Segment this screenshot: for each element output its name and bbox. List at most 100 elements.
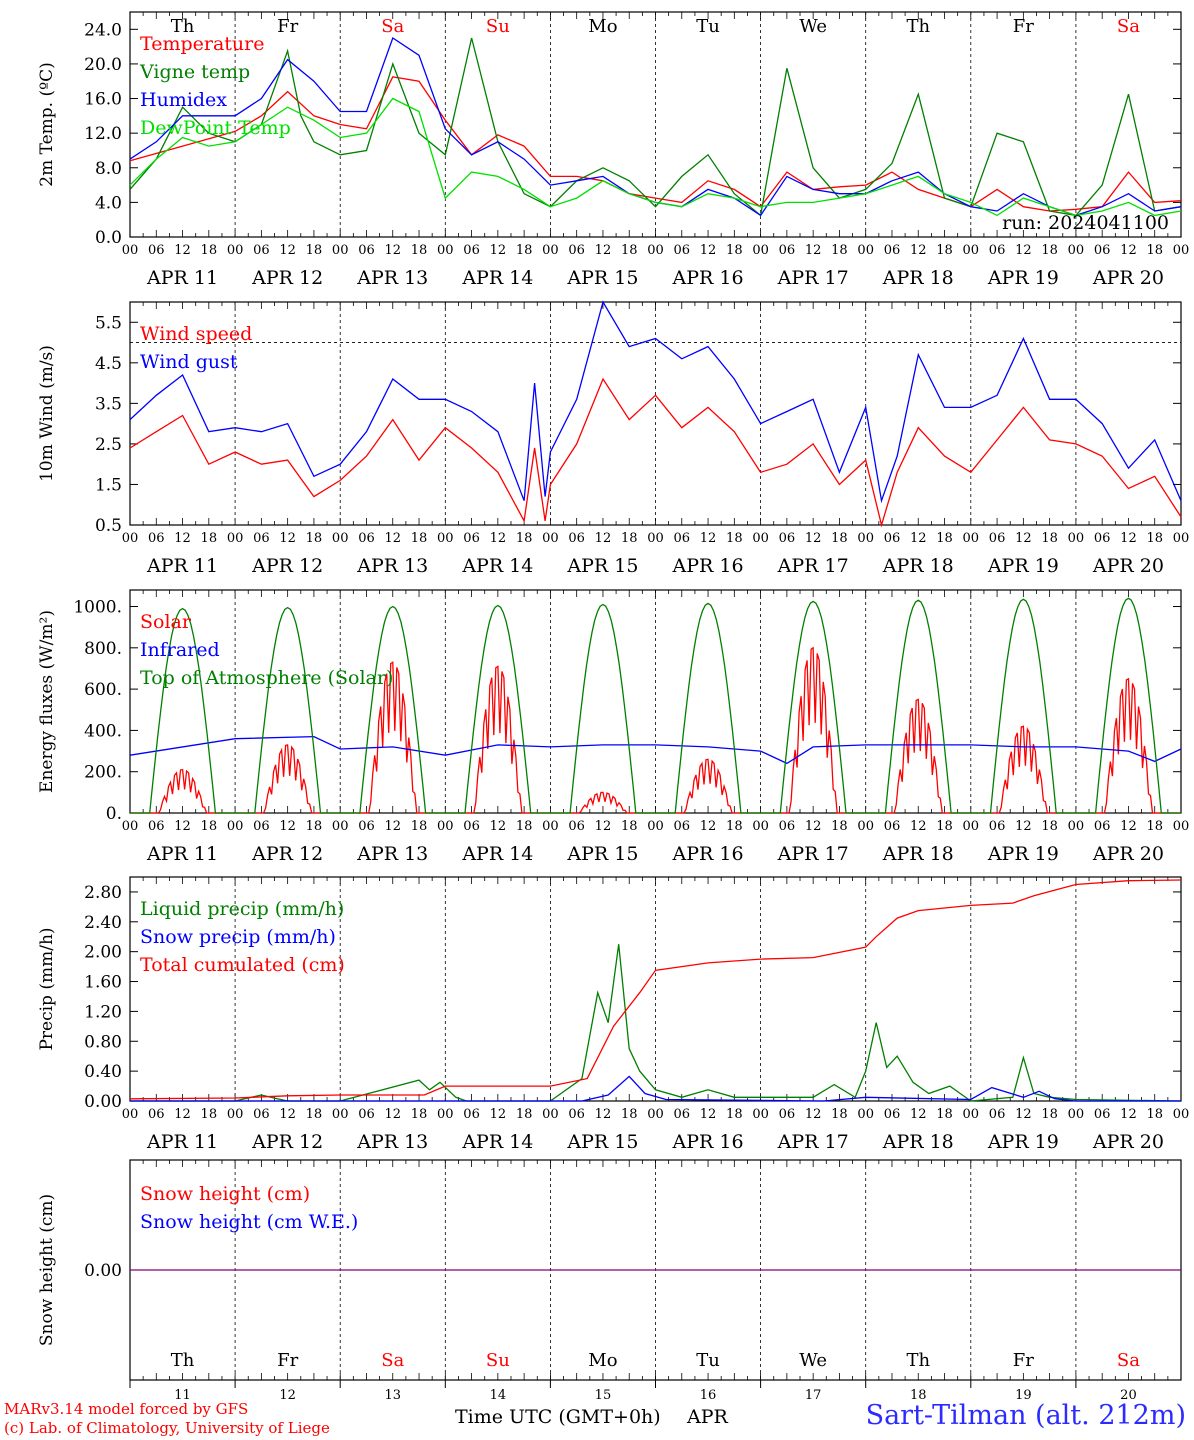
date-label: APR 16 xyxy=(672,1131,744,1153)
hour-tick-label: 12 xyxy=(805,243,822,258)
date-label: APR 15 xyxy=(566,267,638,289)
hour-tick-label: 12 xyxy=(384,819,401,834)
hour-tick-label: 00 xyxy=(857,1107,874,1122)
y-tick-label: 0.5 xyxy=(95,516,122,536)
hour-tick-label: 18 xyxy=(621,819,638,834)
station-name: Sart-Tilman (alt. 212m) xyxy=(865,1400,1186,1431)
legend-snow-precip-mm-h-: Snow precip (mm/h) xyxy=(140,926,336,948)
hour-tick-label: 06 xyxy=(1094,1107,1111,1122)
series-line-wind-gust xyxy=(129,300,1182,504)
weekday-label: Mo xyxy=(588,16,617,37)
date-label: APR 16 xyxy=(672,555,744,577)
series-line-liquid-precip-mm-h- xyxy=(130,944,1182,1102)
hour-tick-label: 18 xyxy=(1146,819,1163,834)
date-label: APR 19 xyxy=(987,843,1059,865)
lab-credit: (c) Lab. of Climatology, University of L… xyxy=(4,1419,330,1437)
hour-tick-label: 18 xyxy=(831,1107,848,1122)
hour-tick-label: 00 xyxy=(1173,243,1190,258)
hour-tick-label: 18 xyxy=(1146,243,1163,258)
weekday-label: Th xyxy=(171,1350,195,1371)
date-label: APR 17 xyxy=(777,267,849,289)
hour-tick-label: 06 xyxy=(568,531,585,546)
hour-tick-label: 00 xyxy=(752,243,769,258)
weekday-label: Fr xyxy=(1013,16,1034,37)
hour-tick-label: 00 xyxy=(1068,243,1085,258)
hour-tick-label: 06 xyxy=(568,1107,585,1122)
weekday-label: We xyxy=(799,1350,827,1371)
hour-tick-label: 18 xyxy=(306,1107,323,1122)
hour-tick-label: 18 xyxy=(411,1107,428,1122)
hour-tick-label: 00 xyxy=(1068,819,1085,834)
y-tick-label: 20.0 xyxy=(84,55,122,75)
hour-tick-label: 00 xyxy=(963,1107,980,1122)
hour-tick-label: 06 xyxy=(463,819,480,834)
y-tick-label: 1000. xyxy=(73,598,122,618)
y-tick-label: 0.0 xyxy=(95,228,122,248)
y-axis-title: Snow height (cm) xyxy=(37,1194,57,1346)
date-label: APR 11 xyxy=(146,267,218,289)
y-axis-title: 10m Wind (m/s) xyxy=(37,345,57,482)
date-label: APR 18 xyxy=(882,555,954,577)
hour-tick-label: 00 xyxy=(1068,531,1085,546)
hour-tick-label: 00 xyxy=(647,531,664,546)
hour-tick-label: 00 xyxy=(332,819,349,834)
hour-tick-label: 18 xyxy=(411,243,428,258)
hour-tick-label: 00 xyxy=(122,1107,139,1122)
hour-tick-label: 06 xyxy=(674,819,691,834)
y-axis-title: 2m Temp. (ºC) xyxy=(37,62,57,187)
weekday-label: Fr xyxy=(277,16,298,37)
y-tick-label: 4.5 xyxy=(95,354,122,374)
weekday-label: Th xyxy=(906,16,930,37)
legend-solar: Solar xyxy=(140,611,192,633)
hour-tick-label: 00 xyxy=(963,819,980,834)
hour-tick-label: 06 xyxy=(989,819,1006,834)
hour-tick-label: 18 xyxy=(411,531,428,546)
y-tick-label: 0.00 xyxy=(84,1092,122,1112)
date-label: APR 17 xyxy=(777,843,849,865)
hour-tick-label: 00 xyxy=(437,1107,454,1122)
y-tick-label: 1.60 xyxy=(84,973,122,993)
date-label: APR 14 xyxy=(461,555,533,577)
y-tick-label: 2.40 xyxy=(84,913,122,933)
hour-tick-label: 06 xyxy=(779,243,796,258)
hour-tick-label: 06 xyxy=(463,531,480,546)
hour-tick-label: 12 xyxy=(174,531,191,546)
y-tick-label: 400. xyxy=(84,721,122,741)
hour-tick-label: 00 xyxy=(752,819,769,834)
weekday-label: Mo xyxy=(588,1350,617,1371)
hour-tick-label: 06 xyxy=(463,1107,480,1122)
weekday-label: Fr xyxy=(1013,1350,1034,1371)
hour-tick-label: 00 xyxy=(857,819,874,834)
y-tick-label: 0. xyxy=(106,804,122,824)
y-tick-label: 0.40 xyxy=(84,1062,122,1082)
hour-tick-label: 18 xyxy=(411,819,428,834)
hour-tick-label: 12 xyxy=(490,1107,507,1122)
hour-tick-label: 18 xyxy=(201,819,218,834)
hour-tick-label: 12 xyxy=(595,1107,612,1122)
weekday-label: Th xyxy=(171,16,195,37)
hour-tick-label: 12 xyxy=(174,819,191,834)
y-tick-label: 800. xyxy=(84,639,122,659)
date-label: APR 18 xyxy=(882,1131,954,1153)
legend-temperature: Temperature xyxy=(140,33,264,55)
hour-tick-label: 18 xyxy=(306,243,323,258)
date-label: APR 12 xyxy=(251,267,323,289)
series-line-vigne-temp xyxy=(129,37,1182,217)
hour-tick-label: 12 xyxy=(490,531,507,546)
hour-tick-label: 12 xyxy=(279,819,296,834)
hour-tick-label: 06 xyxy=(358,1107,375,1122)
legend-top-of-atmosphere-solar-: Top of Atmosphere (Solar) xyxy=(140,667,393,689)
weekday-label: Su xyxy=(486,16,510,37)
hour-tick-label: 00 xyxy=(647,1107,664,1122)
date-label: APR 17 xyxy=(777,1131,849,1153)
hour-tick-label: 06 xyxy=(358,819,375,834)
hour-tick-label: 12 xyxy=(700,1107,717,1122)
weekday-label: Th xyxy=(906,1350,930,1371)
weekday-label: Su xyxy=(486,1350,510,1371)
hour-tick-label: 00 xyxy=(332,531,349,546)
hour-tick-label: 18 xyxy=(726,531,743,546)
hour-tick-label: 12 xyxy=(490,243,507,258)
date-label: APR 15 xyxy=(566,843,638,865)
hour-tick-label: 06 xyxy=(884,243,901,258)
legend-wind-gust: Wind gust xyxy=(140,351,238,373)
